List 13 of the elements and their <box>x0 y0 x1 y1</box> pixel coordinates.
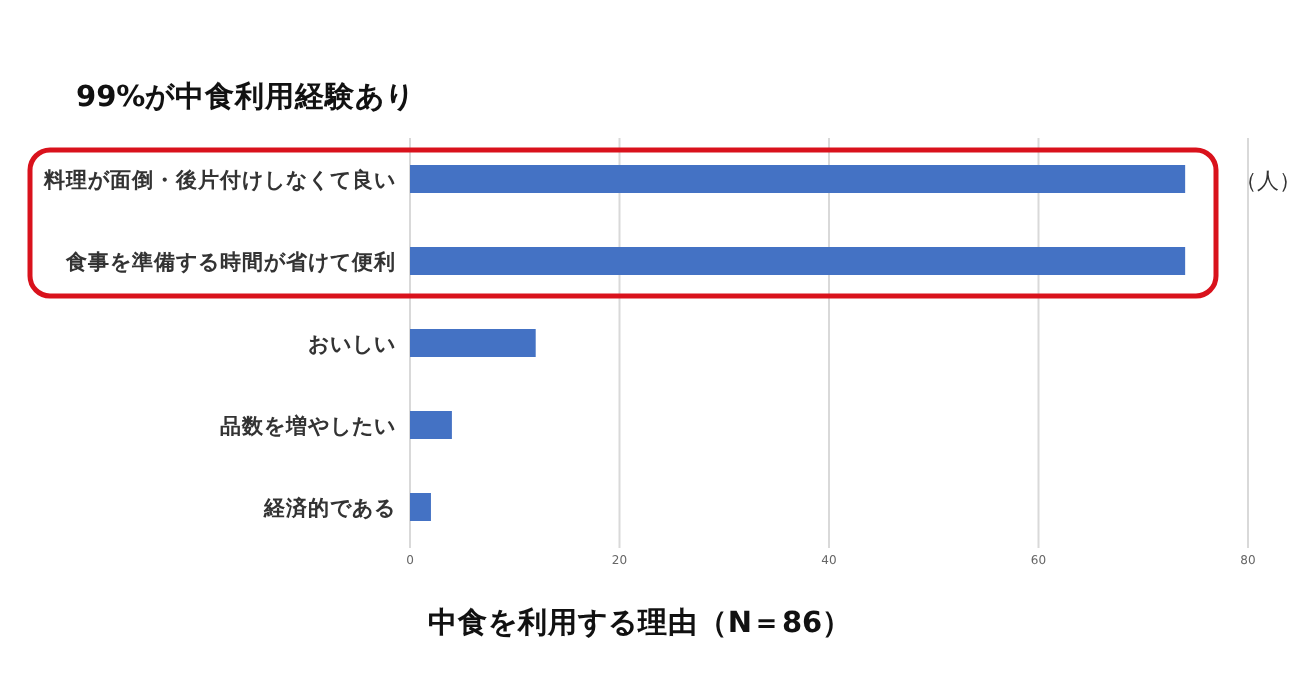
bar <box>410 493 431 521</box>
y-tick-label: 品数を増やしたい <box>220 413 396 439</box>
annotation: （人） <box>1235 168 1300 194</box>
y-tick-label: 料理が面倒・後片付けしなくて良い <box>42 167 396 193</box>
y-tick-label: 食事を準備する時間が省けて便利 <box>64 249 396 275</box>
text: 中食を利用する理由（N＝86） <box>427 606 853 640</box>
bar <box>410 329 536 357</box>
y-tick-label: おいしい <box>308 333 396 357</box>
y-tick-label: 経済的である <box>262 495 396 521</box>
chart-title: 99%が中食利用経験あり <box>76 80 416 114</box>
bar <box>410 165 1186 193</box>
bar <box>410 411 452 439</box>
bar <box>410 247 1186 275</box>
